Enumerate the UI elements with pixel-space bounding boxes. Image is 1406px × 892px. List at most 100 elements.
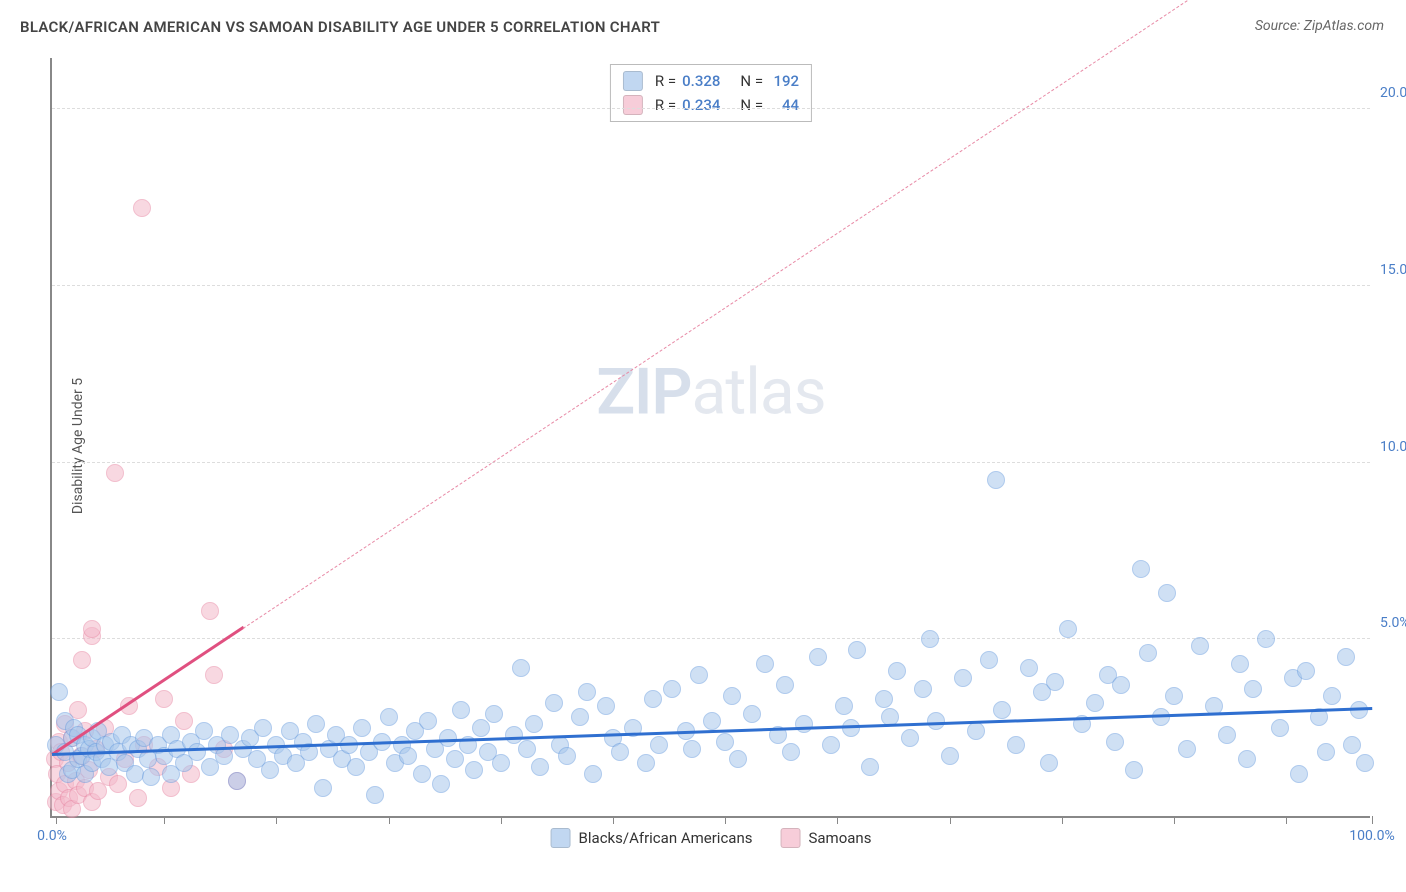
data-point-black-african-american: [901, 729, 919, 747]
data-point-black-african-american: [782, 743, 800, 761]
data-point-black-african-american: [1191, 637, 1209, 655]
x-tick: [501, 816, 502, 824]
gridline: [52, 462, 1370, 463]
data-point-black-african-american: [1165, 687, 1183, 705]
data-point-black-african-american: [413, 765, 431, 783]
data-point-samoan: [155, 690, 173, 708]
data-point-black-african-american: [729, 750, 747, 768]
data-point-black-african-american: [954, 669, 972, 687]
data-point-black-african-american: [399, 747, 417, 765]
data-point-black-african-american: [512, 659, 530, 677]
legend-swatch: [551, 828, 571, 848]
data-point-black-african-american: [848, 641, 866, 659]
x-tick: [1286, 816, 1287, 824]
legend-series-item: Samoans: [780, 828, 871, 848]
y-tick-label: 5.0%: [1380, 615, 1406, 631]
data-point-black-african-american: [228, 772, 246, 790]
plot-area: ZIPatlas R =0.328N =192R =0.234N =44 Bla…: [50, 58, 1370, 818]
data-point-black-african-american: [723, 687, 741, 705]
data-point-black-african-american: [663, 680, 681, 698]
data-point-black-african-american: [1106, 733, 1124, 751]
data-point-black-african-american: [1132, 560, 1150, 578]
data-point-samoan: [129, 789, 147, 807]
y-tick-label: 20.0%: [1380, 85, 1406, 101]
data-point-black-african-american: [1040, 754, 1058, 772]
data-point-black-african-american: [1238, 750, 1256, 768]
data-point-black-african-american: [835, 697, 853, 715]
legend-series-item: Blacks/African Americans: [551, 828, 753, 848]
y-tick-label: 10.0%: [1380, 439, 1406, 455]
legend-swatch: [780, 828, 800, 848]
legend-row: R =0.328N =192: [623, 69, 799, 93]
data-point-black-african-american: [1125, 761, 1143, 779]
data-point-black-african-american: [875, 690, 893, 708]
gridline: [52, 638, 1370, 639]
source-attribution: Source: ZipAtlas.com: [1255, 18, 1384, 34]
data-point-samoan: [106, 464, 124, 482]
legend-r-value: 0.328: [682, 72, 720, 90]
data-point-samoan: [133, 199, 151, 217]
x-tick: [837, 816, 838, 824]
legend-row: R =0.234N =44: [623, 93, 799, 117]
data-point-samoan: [201, 602, 219, 620]
data-point-black-african-american: [716, 733, 734, 751]
data-point-black-african-american: [432, 775, 450, 793]
data-point-black-african-american: [967, 722, 985, 740]
data-point-black-african-american: [756, 655, 774, 673]
data-point-black-african-american: [921, 630, 939, 648]
legend-n-label: N =: [740, 96, 763, 114]
legend-series-label: Samoans: [808, 829, 871, 847]
data-point-black-african-american: [980, 651, 998, 669]
gridline: [52, 285, 1370, 286]
legend-r-label: R =: [655, 96, 676, 114]
data-point-black-african-american: [531, 758, 549, 776]
data-point-black-african-american: [1356, 754, 1374, 772]
data-point-black-african-american: [1317, 743, 1335, 761]
data-point-black-african-american: [353, 719, 371, 737]
data-point-black-african-american: [1178, 740, 1196, 758]
y-tick-label: 15.0%: [1380, 262, 1406, 278]
x-tick: [164, 816, 165, 824]
data-point-black-african-american: [188, 743, 206, 761]
data-point-black-african-american: [419, 712, 437, 730]
legend-r-value: 0.234: [682, 96, 720, 114]
data-point-black-african-american: [1323, 687, 1341, 705]
data-point-black-african-american: [571, 708, 589, 726]
data-point-black-african-american: [1007, 736, 1025, 754]
data-point-black-african-american: [690, 666, 708, 684]
data-point-black-african-american: [993, 701, 1011, 719]
data-point-black-african-american: [703, 712, 721, 730]
data-point-black-african-american: [307, 715, 325, 733]
x-tick: [950, 816, 951, 824]
data-point-black-african-american: [1244, 680, 1262, 698]
x-tick: [56, 816, 57, 824]
data-point-black-african-american: [683, 740, 701, 758]
data-point-black-african-american: [1086, 694, 1104, 712]
data-point-black-african-american: [254, 719, 272, 737]
data-point-black-african-american: [644, 690, 662, 708]
data-point-samoan: [83, 620, 101, 638]
data-point-black-african-american: [472, 719, 490, 737]
data-point-black-african-american: [795, 715, 813, 733]
data-point-black-african-american: [518, 740, 536, 758]
legend-series-label: Blacks/African Americans: [579, 829, 753, 847]
data-point-black-african-american: [465, 761, 483, 779]
data-point-black-african-american: [1290, 765, 1308, 783]
data-point-black-african-american: [314, 779, 332, 797]
data-point-black-african-american: [1337, 648, 1355, 666]
data-point-black-african-american: [809, 648, 827, 666]
data-point-black-african-american: [1158, 584, 1176, 602]
data-point-black-african-american: [1343, 736, 1361, 754]
x-tick: [1062, 816, 1063, 824]
data-point-black-african-american: [380, 708, 398, 726]
legend-r-label: R =: [655, 72, 676, 90]
data-point-samoan: [205, 666, 223, 684]
data-point-black-african-american: [1020, 659, 1038, 677]
data-point-samoan: [175, 712, 193, 730]
data-point-black-african-american: [861, 758, 879, 776]
data-point-black-african-american: [1059, 620, 1077, 638]
data-point-black-african-american: [914, 680, 932, 698]
x-tick: [613, 816, 614, 824]
data-point-black-african-american: [525, 715, 543, 733]
data-point-black-african-american: [611, 743, 629, 761]
